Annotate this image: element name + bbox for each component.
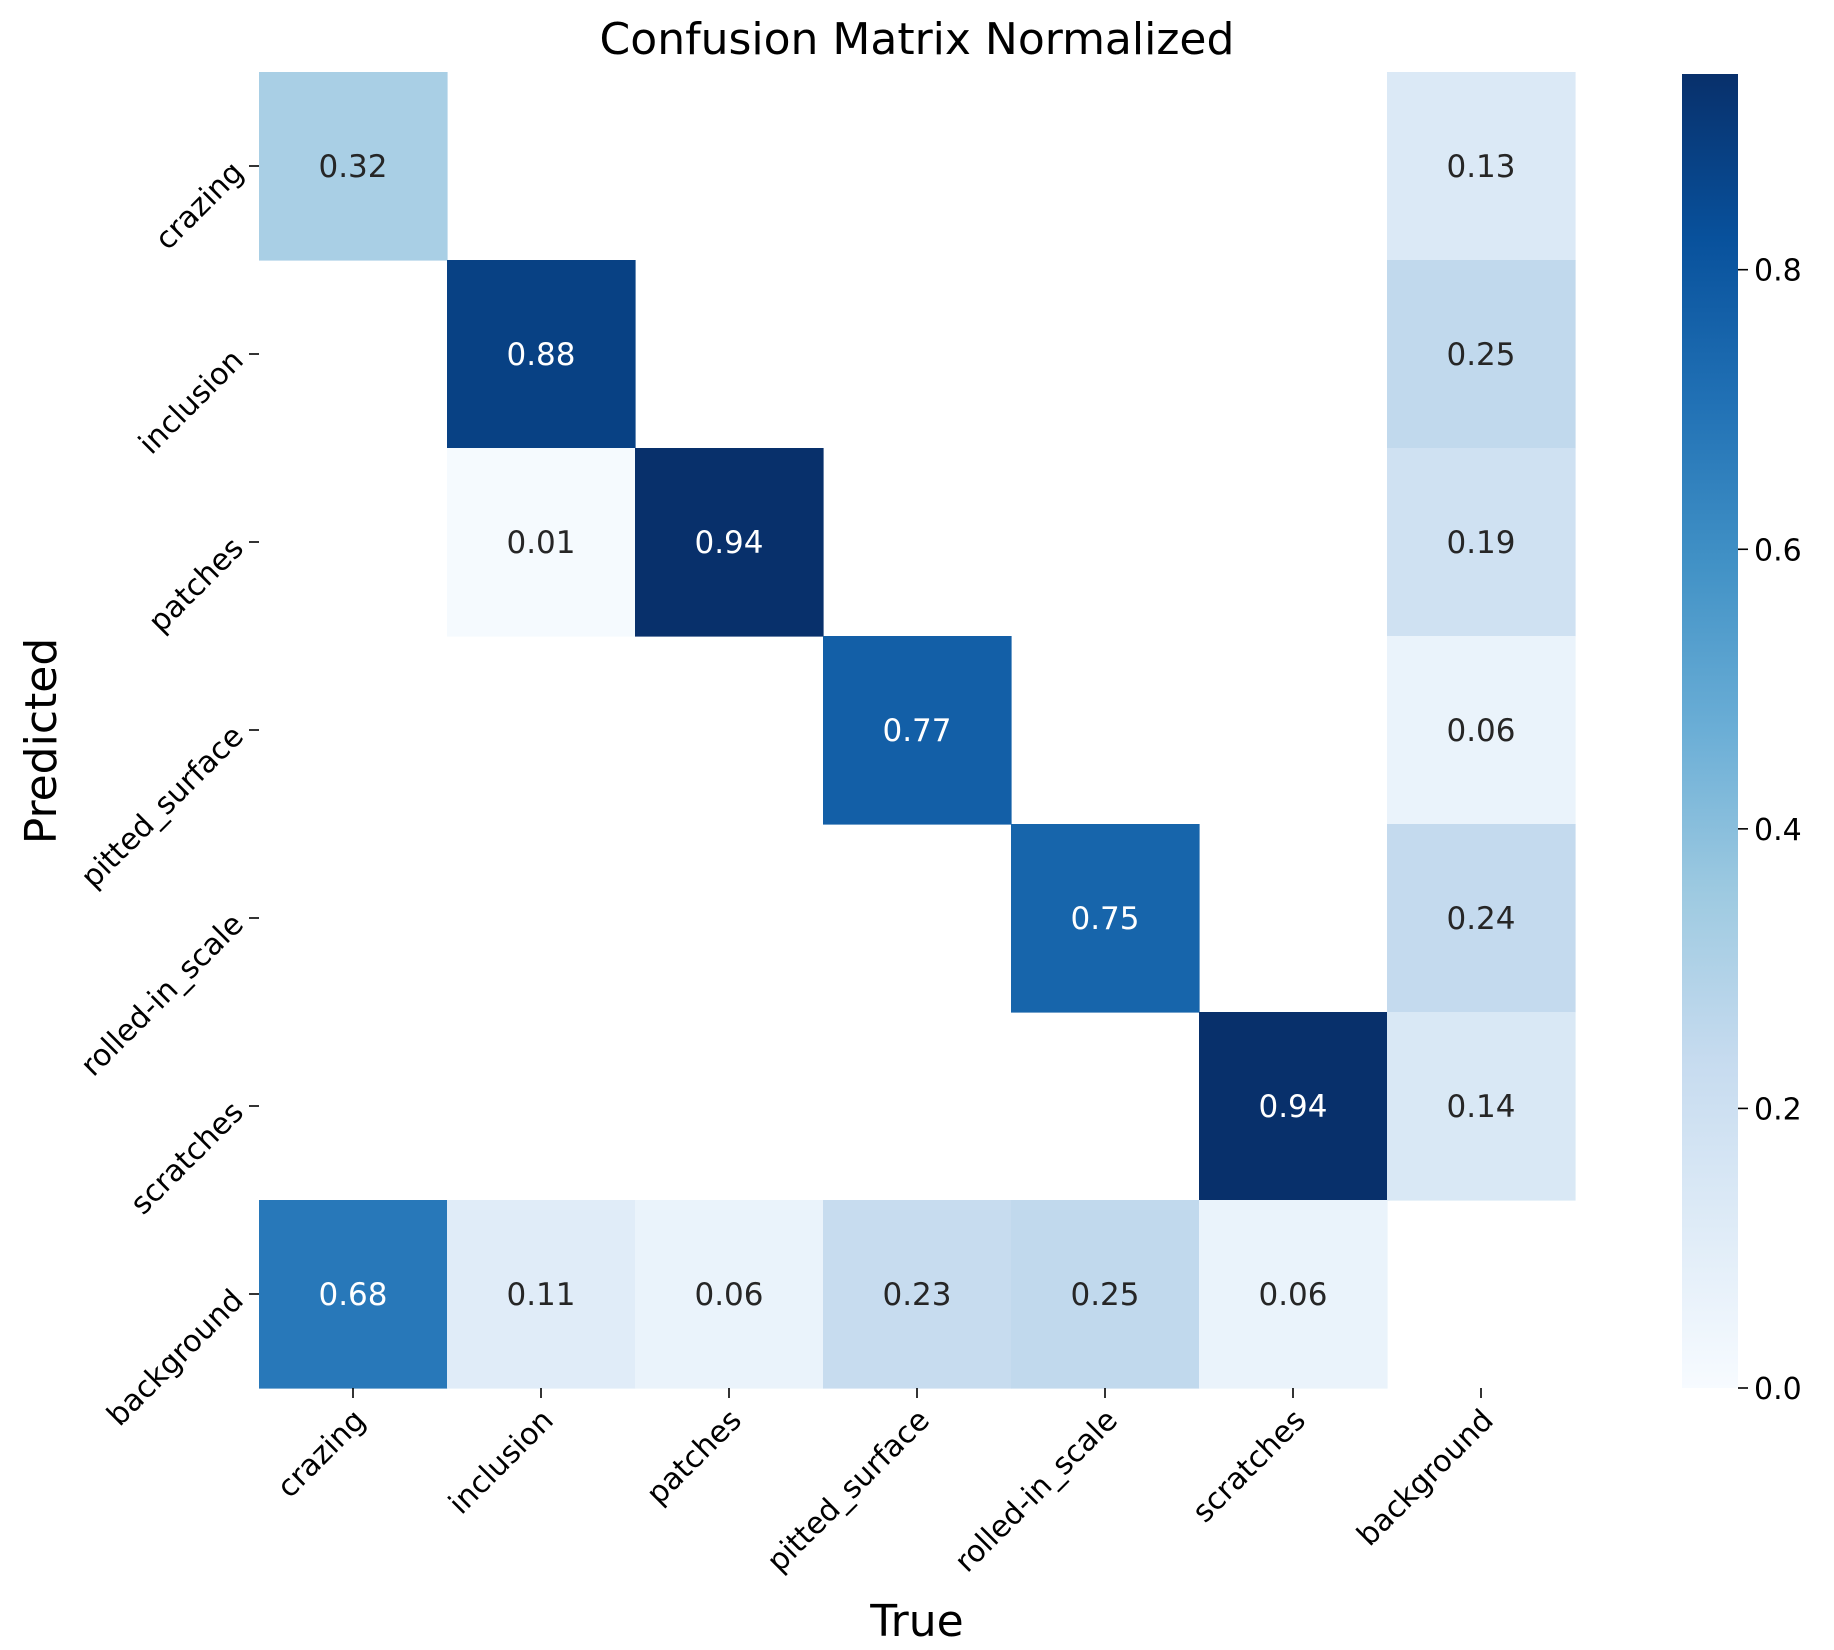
cell-value-label: 0.77: [882, 713, 951, 749]
cell-value-label: 0.11: [506, 1277, 575, 1313]
cell-value-label: 0.94: [694, 525, 763, 561]
x-axis-label: True: [869, 1596, 963, 1647]
cell-value-label: 0.68: [318, 1277, 387, 1313]
heatmap-cell: [1011, 1200, 1200, 1389]
cell-value-label: 0.06: [694, 1277, 763, 1313]
x-tick-label: patches: [640, 1403, 749, 1512]
cell-value-label: 0.24: [1446, 901, 1515, 937]
y-tick-label: inclusion: [132, 343, 250, 461]
x-tick-label: scratches: [1186, 1403, 1313, 1530]
colorbar-ticks: 0.0 0.2 0.4 0.6 0.8: [1738, 254, 1802, 1407]
colorbar-tick-label: 0.8: [1754, 254, 1802, 289]
y-axis-label: Predicted: [16, 638, 67, 845]
x-axis-ticks: crazing inclusion patches pitted_surface rol…: [271, 1388, 1501, 1579]
cell-value-label: 0.32: [318, 149, 387, 185]
heatmap-cell: [447, 448, 636, 637]
x-tick-label: background: [1350, 1403, 1500, 1553]
cell-value-label: 0.06: [1446, 713, 1515, 749]
heatmap-cell: [447, 260, 636, 449]
y-tick-label: pitted_surface: [74, 719, 250, 895]
cell-value-label: 0.88: [506, 337, 575, 373]
cell-value-label: 0.25: [1446, 337, 1515, 373]
cell-value-label: 0.23: [882, 1277, 951, 1313]
x-tick-label: rolled-in_scale: [948, 1403, 1125, 1580]
cell-value-label: 0.06: [1258, 1277, 1327, 1313]
colorbar-tick-label: 0.0: [1754, 1372, 1802, 1407]
x-tick-label: pitted_surface: [760, 1403, 936, 1579]
y-tick-label: rolled-in_scale: [74, 907, 251, 1084]
colorbar-tick-label: 0.4: [1754, 813, 1802, 848]
heatmap-cell: [1387, 448, 1576, 637]
cell-value-label: 0.25: [1070, 1277, 1139, 1313]
cell-value-label: 0.75: [1070, 901, 1139, 937]
y-tick-label: crazing: [149, 155, 251, 257]
colorbar-tick-label: 0.2: [1754, 1092, 1802, 1127]
heatmap-cell-labels: 0.32 0.13 0.88 0.25 0.01 0.94 0.19 0.77 0.06 0.75…: [318, 149, 1515, 1313]
heatmap-cell: [1199, 1200, 1388, 1389]
heatmap-cell: [823, 1200, 1012, 1389]
heatmap-cell: [1387, 824, 1576, 1013]
cell-value-label: 0.94: [1258, 1089, 1327, 1125]
cell-value-label: 0.14: [1446, 1089, 1515, 1125]
x-tick-label: inclusion: [442, 1403, 560, 1521]
heatmap-cell: [635, 448, 824, 637]
heatmap-cell: [1387, 260, 1576, 449]
cell-value-label: 0.13: [1446, 149, 1515, 185]
heatmap-cell: [447, 1200, 636, 1389]
heatmap-cells: [259, 72, 1576, 1389]
heatmap-cell: [259, 1200, 448, 1389]
heatmap-cell: [1011, 824, 1200, 1013]
y-tick-label: background: [100, 1283, 250, 1433]
cell-value-label: 0.19: [1446, 525, 1515, 561]
y-axis-ticks: crazing inclusion patches pitted_surfacerol…: [74, 155, 259, 1433]
chart-title: Confusion Matrix Normalized: [600, 14, 1235, 65]
y-tick-label: scratches: [124, 1095, 251, 1222]
y-tick-label: patches: [142, 531, 251, 640]
cell-value-label: 0.01: [506, 525, 575, 561]
heatmap-cell: [1387, 72, 1576, 261]
x-tick-label: crazing: [271, 1403, 373, 1505]
heatmap-cell: [259, 72, 448, 261]
heatmap-cell: [635, 1200, 824, 1389]
colorbar-tick-label: 0.6: [1754, 533, 1802, 568]
heatmap-cell: [1387, 636, 1576, 825]
heatmap-cell: [1199, 1012, 1388, 1201]
colorbar: [1682, 74, 1738, 1388]
heatmap-cell: [1387, 1012, 1576, 1201]
heatmap-cell: [823, 636, 1012, 825]
